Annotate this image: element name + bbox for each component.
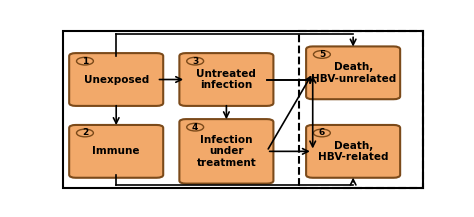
Text: 2: 2 xyxy=(82,128,88,138)
Circle shape xyxy=(313,129,330,137)
FancyBboxPatch shape xyxy=(69,53,163,106)
Text: Death,
HBV-unrelated: Death, HBV-unrelated xyxy=(310,62,396,84)
Text: Death,
HBV-related: Death, HBV-related xyxy=(318,141,388,162)
Bar xyxy=(299,31,423,188)
Circle shape xyxy=(313,51,330,58)
Text: 5: 5 xyxy=(319,50,325,59)
FancyBboxPatch shape xyxy=(179,119,273,184)
FancyBboxPatch shape xyxy=(179,53,273,106)
FancyBboxPatch shape xyxy=(306,125,400,178)
Circle shape xyxy=(76,129,93,137)
FancyBboxPatch shape xyxy=(306,46,400,99)
Circle shape xyxy=(187,123,204,131)
Text: 1: 1 xyxy=(82,57,88,66)
Circle shape xyxy=(76,57,93,65)
Text: 3: 3 xyxy=(192,57,198,66)
Text: Untreated
infection: Untreated infection xyxy=(196,69,256,90)
Text: Immune: Immune xyxy=(92,146,140,156)
Circle shape xyxy=(187,57,204,65)
Text: Unexposed: Unexposed xyxy=(83,74,149,84)
Text: Infection
under
treatment: Infection under treatment xyxy=(197,135,256,168)
Text: 6: 6 xyxy=(319,128,325,138)
Text: 4: 4 xyxy=(192,123,198,132)
FancyBboxPatch shape xyxy=(69,125,163,178)
